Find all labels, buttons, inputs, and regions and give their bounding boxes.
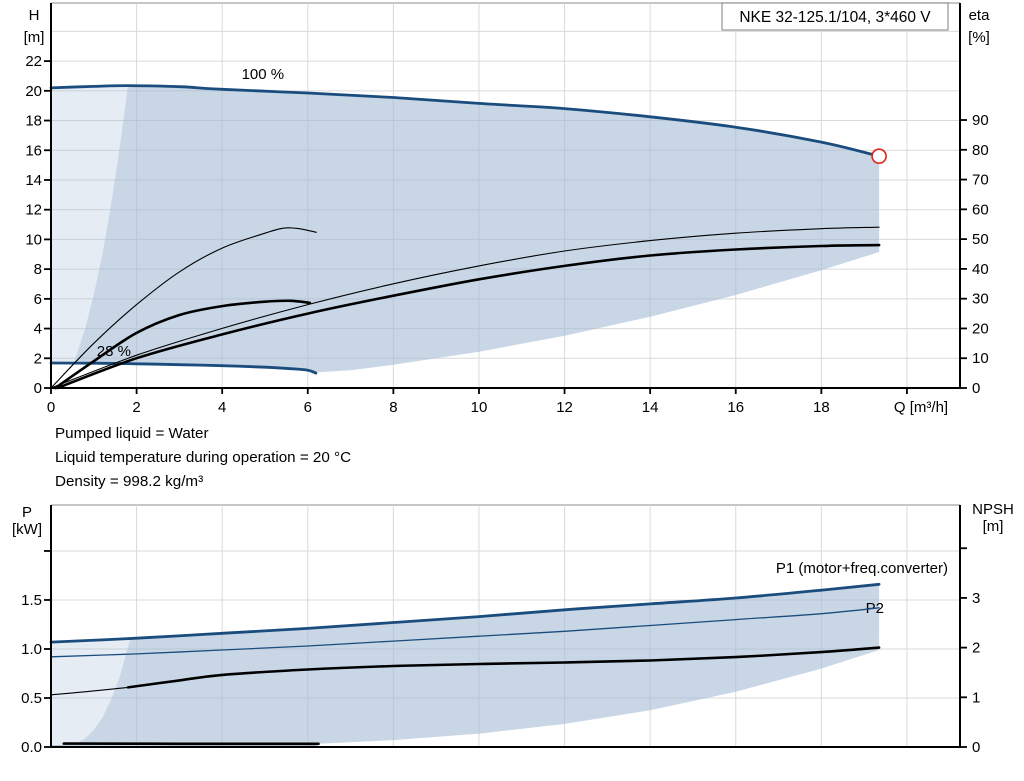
- y-left-tick-label: 10: [25, 231, 42, 248]
- y-right-axis-title: [%]: [968, 29, 990, 46]
- y-right-tick-label: 80: [972, 142, 989, 159]
- y-left-tick-label: 0: [34, 380, 42, 397]
- y-left-tick-label: 12: [25, 202, 42, 219]
- y-left-tick-label: 4: [34, 321, 42, 338]
- y-right-tick-label: 0: [972, 380, 980, 397]
- info-line-density: Density = 998.2 kg/m³: [55, 473, 203, 490]
- y-right-axis-title: eta: [969, 7, 991, 24]
- y-left-tick-label: 18: [25, 113, 42, 130]
- static-overlay: NKE 32-125.1/104, 3*460 V Pumped liquid …: [55, 2, 949, 490]
- curve-head-100pct: [49, 84, 881, 158]
- y-right-tick-label: 10: [972, 350, 989, 367]
- x-tick-label: 4: [218, 399, 226, 416]
- y-left-tick-label: 16: [25, 142, 42, 159]
- x-tick-label: 10: [471, 399, 488, 416]
- x-tick-label: 0: [47, 399, 55, 416]
- y-right-tick-label: 20: [972, 320, 989, 337]
- y-left-axis-title: P: [22, 504, 32, 521]
- y-right-tick-label: 1: [972, 689, 980, 706]
- x-tick-label: 14: [642, 399, 659, 416]
- y-left-tick-label: 1.5: [21, 592, 42, 609]
- y-left-axis-title: [m]: [24, 29, 45, 46]
- x-tick-label: 18: [813, 399, 830, 416]
- x-tick-label: 12: [556, 399, 573, 416]
- y-left-tick-label: 22: [25, 53, 42, 70]
- annotation: 100 %: [242, 66, 285, 83]
- annotation: 28 %: [97, 343, 131, 360]
- curve-eta-100pct-total: [56, 243, 881, 390]
- x-tick-label: 16: [727, 399, 744, 416]
- y-right-axis-title: [m]: [983, 518, 1004, 535]
- x-tick-label: 8: [389, 399, 397, 416]
- hq-eta-chart: 100 % 28 % 0 2 4 6 8 10 12 14 16 18 0 2 4 6 8 10 12 14 16 18 2…: [24, 2, 991, 416]
- x-tick-label: 6: [304, 399, 312, 416]
- y-left-tick-label: 1.0: [21, 641, 42, 658]
- y-right-axis-title: NPSH: [972, 501, 1014, 518]
- y-right-tick-label: 30: [972, 291, 989, 308]
- curve-npsh: [126, 646, 881, 689]
- y-right-tick-label: 3: [972, 590, 980, 607]
- y-left-tick-label: 2: [34, 350, 42, 367]
- curve-npsh-extension: [50, 686, 129, 696]
- y-left-tick-label: 20: [25, 83, 42, 100]
- y-left-axis-title: [kW]: [12, 521, 42, 538]
- y-right-tick-label: 60: [972, 201, 989, 218]
- y-right-tick-label: 70: [972, 172, 989, 189]
- annotation: P1 (motor+freq.converter): [776, 560, 948, 577]
- power-npsh-chart: P1 (motor+freq.converter) P 2 0.0 0.5 1.0 1.5 0…: [12, 501, 1014, 756]
- y-left-tick-label: 8: [34, 261, 42, 278]
- info-line-pumped-liquid: Pumped liquid = Water: [55, 425, 209, 442]
- info-line-temperature: Liquid temperature during operation = 20…: [55, 449, 351, 466]
- pump-type-label: NKE 32-125.1/104, 3*460 V: [739, 9, 931, 26]
- y-left-tick-label: 0.5: [21, 690, 42, 707]
- curve-eta-100pct-pump: [50, 226, 880, 389]
- y-right-tick-label: 0: [972, 739, 980, 756]
- y-right-tick-label: 50: [972, 231, 989, 248]
- curve-head-28pct: [49, 361, 318, 375]
- curve-p2-100pct: [50, 607, 880, 658]
- y-right-tick-label: 40: [972, 261, 989, 278]
- curve-eta-28pct-pump: [50, 227, 317, 389]
- region-envelope-light: [51, 85, 128, 363]
- region-envelope-light: [51, 639, 131, 746]
- y-right-tick-label: 90: [972, 112, 989, 129]
- y-left-tick-label: 14: [25, 172, 42, 189]
- y-left-axis-title: H: [29, 7, 40, 24]
- curve-eta-28pct-total: [53, 299, 312, 390]
- y-left-tick-label: 6: [34, 291, 42, 308]
- x-axis-title: Q [m³/h]: [894, 399, 948, 416]
- x-tick-label: 2: [132, 399, 140, 416]
- duty-point-marker: [871, 148, 887, 164]
- y-left-tick-label: 0.0: [21, 739, 42, 756]
- y-right-tick-label: 2: [972, 640, 980, 657]
- pump-type-box: [721, 2, 949, 31]
- curve-p1-100pct: [49, 582, 881, 644]
